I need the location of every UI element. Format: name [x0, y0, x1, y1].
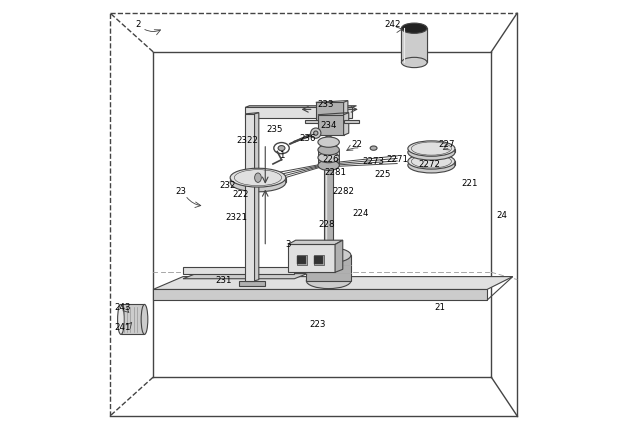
- Polygon shape: [288, 245, 335, 273]
- Polygon shape: [318, 150, 340, 158]
- Ellipse shape: [230, 174, 286, 192]
- Polygon shape: [245, 107, 356, 108]
- Ellipse shape: [401, 58, 427, 68]
- Polygon shape: [239, 281, 265, 286]
- Polygon shape: [121, 305, 145, 335]
- Text: 24: 24: [497, 211, 508, 219]
- Polygon shape: [487, 277, 513, 301]
- Text: 23: 23: [176, 187, 186, 196]
- Polygon shape: [153, 290, 487, 301]
- Text: 2321: 2321: [226, 213, 247, 221]
- Ellipse shape: [408, 141, 455, 157]
- Text: 224: 224: [353, 209, 369, 217]
- Polygon shape: [344, 114, 349, 136]
- Text: 232: 232: [220, 181, 236, 190]
- Polygon shape: [313, 255, 325, 265]
- Polygon shape: [153, 277, 513, 290]
- Polygon shape: [183, 274, 307, 279]
- Text: 2281: 2281: [324, 168, 346, 177]
- Text: 226: 226: [323, 155, 339, 164]
- Text: 21: 21: [434, 302, 445, 311]
- Text: 222: 222: [232, 190, 249, 199]
- Ellipse shape: [307, 273, 351, 289]
- Polygon shape: [307, 255, 351, 281]
- Ellipse shape: [318, 138, 340, 148]
- Polygon shape: [245, 108, 352, 119]
- Text: 2282: 2282: [333, 187, 354, 196]
- Polygon shape: [344, 120, 359, 124]
- Polygon shape: [318, 158, 340, 166]
- Text: 234: 234: [320, 121, 337, 130]
- Text: 2273: 2273: [363, 157, 384, 166]
- Ellipse shape: [318, 145, 340, 156]
- Ellipse shape: [318, 153, 340, 163]
- Ellipse shape: [307, 248, 351, 263]
- Polygon shape: [344, 101, 348, 124]
- Text: 221: 221: [462, 178, 478, 187]
- Text: 235: 235: [267, 125, 283, 134]
- Text: 2272: 2272: [418, 160, 440, 169]
- Polygon shape: [316, 101, 348, 103]
- Text: 1: 1: [278, 150, 284, 160]
- Ellipse shape: [408, 145, 455, 161]
- Polygon shape: [408, 162, 455, 166]
- Text: 231: 231: [216, 276, 232, 284]
- Ellipse shape: [408, 154, 455, 170]
- Text: 223: 223: [310, 319, 326, 329]
- Text: 243: 243: [114, 302, 130, 311]
- Ellipse shape: [311, 129, 321, 139]
- Text: 227: 227: [438, 140, 455, 149]
- Text: 241: 241: [115, 322, 131, 332]
- Text: 2: 2: [135, 20, 141, 29]
- Ellipse shape: [325, 137, 333, 144]
- Polygon shape: [335, 241, 343, 273]
- Text: 236: 236: [299, 134, 315, 143]
- Text: 3: 3: [285, 240, 291, 249]
- Text: 228: 228: [318, 220, 335, 229]
- Polygon shape: [305, 120, 318, 124]
- Ellipse shape: [230, 169, 286, 187]
- Text: 242: 242: [384, 20, 401, 29]
- Text: 233: 233: [317, 99, 334, 108]
- Text: 2322: 2322: [236, 136, 259, 145]
- Polygon shape: [408, 149, 455, 153]
- Polygon shape: [288, 241, 343, 245]
- Polygon shape: [230, 178, 286, 183]
- Polygon shape: [318, 116, 344, 136]
- Polygon shape: [316, 103, 344, 124]
- Ellipse shape: [318, 161, 340, 171]
- Ellipse shape: [313, 132, 318, 136]
- Polygon shape: [318, 114, 349, 116]
- Ellipse shape: [401, 24, 427, 34]
- Ellipse shape: [370, 147, 377, 151]
- Polygon shape: [325, 140, 333, 255]
- Polygon shape: [401, 29, 427, 63]
- Ellipse shape: [118, 305, 124, 335]
- Polygon shape: [183, 267, 295, 274]
- Polygon shape: [245, 114, 259, 115]
- Ellipse shape: [141, 305, 148, 335]
- Polygon shape: [255, 114, 259, 281]
- Ellipse shape: [278, 146, 285, 151]
- Ellipse shape: [255, 174, 261, 183]
- Polygon shape: [315, 256, 323, 264]
- Text: 2271: 2271: [386, 155, 408, 164]
- Polygon shape: [297, 255, 307, 265]
- Text: 22: 22: [351, 140, 362, 149]
- Polygon shape: [297, 256, 307, 264]
- Polygon shape: [245, 115, 255, 281]
- Ellipse shape: [408, 158, 455, 174]
- Text: 225: 225: [374, 170, 391, 179]
